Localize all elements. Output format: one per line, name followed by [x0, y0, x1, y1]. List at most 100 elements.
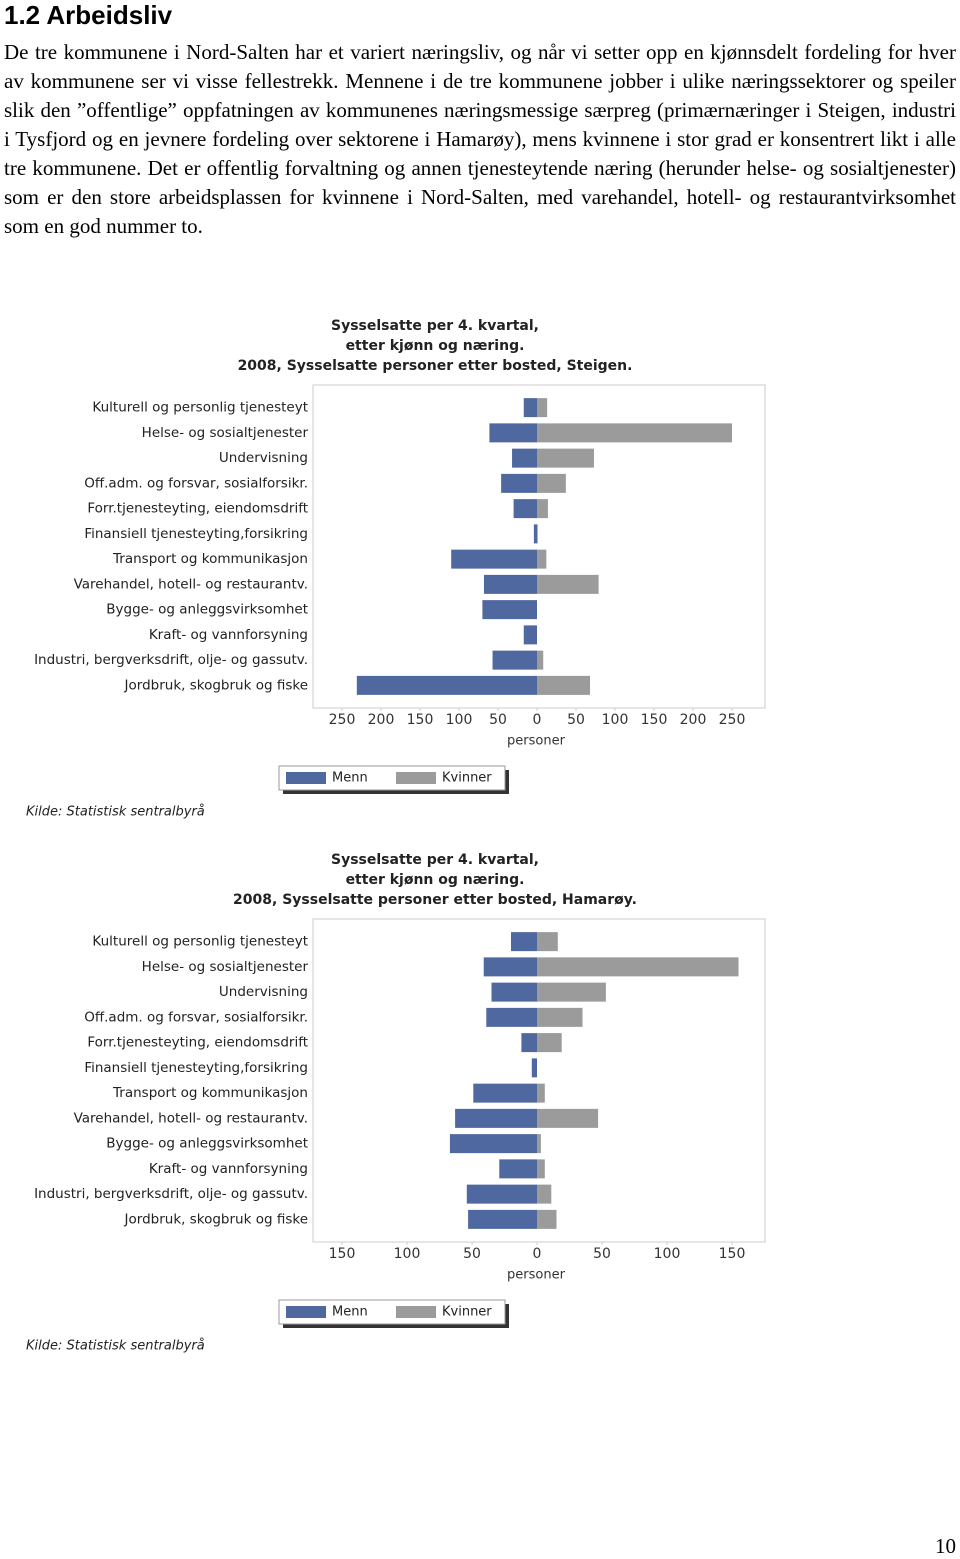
x-tick-label: 0 [533, 1246, 542, 1262]
category-label: Industri, bergverksdrift, olje- og gassu… [34, 652, 308, 668]
bar [466, 1184, 537, 1204]
x-tick-label: 150 [329, 1246, 356, 1262]
bar [521, 1033, 537, 1053]
category-label: Kraft- og vannforsyning [149, 627, 308, 643]
x-tick-label: 50 [593, 1246, 611, 1262]
category-label: Bygge- og anleggsvirksomhet [106, 602, 308, 618]
page-number: 10 [935, 1534, 956, 1558]
legend-label: Menn [332, 1305, 368, 1320]
category-label: Off.adm. og forsvar, sosialforsikr. [84, 1009, 308, 1025]
x-tick-label: 250 [329, 712, 356, 728]
bar [537, 574, 599, 594]
x-tick-label: 0 [533, 712, 542, 728]
chart: Sysselsatte per 4. kvartal, etter kjønn o… [26, 318, 766, 820]
bar [483, 574, 537, 594]
bar [523, 625, 537, 645]
bar [537, 932, 558, 952]
bar [486, 1007, 537, 1027]
x-tick-label: 100 [446, 712, 473, 728]
category-label: Undervisning [219, 984, 308, 1000]
category-label: Undervisning [219, 450, 308, 466]
category-label: Transport og kommunikasjon [112, 1085, 308, 1101]
chart-title: etter kjønn og næring. [346, 338, 525, 354]
legend-label: Kvinner [442, 771, 492, 786]
bar [537, 957, 739, 977]
x-tick-label: 200 [368, 712, 395, 728]
category-label: Finansiell tjenesteyting,forsikring [84, 1060, 308, 1076]
bar [531, 1058, 537, 1078]
bar [537, 549, 547, 569]
category-label: Helse- og sosialtjenester [142, 425, 309, 441]
x-tick-label: 100 [602, 712, 629, 728]
x-tick-label: 150 [719, 1246, 746, 1262]
bar [455, 1108, 537, 1128]
x-tick-label: 50 [489, 712, 507, 728]
bar [537, 524, 538, 544]
x-tick-label: 50 [463, 1246, 481, 1262]
chart-title: Sysselsatte per 4. kvartal, [331, 852, 539, 868]
category-label: Kulturell og personlig tjenesteyt [92, 400, 308, 416]
bar [356, 675, 537, 695]
chart-title: etter kjønn og næring. [346, 872, 525, 888]
bar [511, 932, 537, 952]
bar [512, 448, 537, 468]
bar [449, 1134, 537, 1154]
bar [473, 1083, 537, 1103]
category-label: Bygge- og anleggsvirksomhet [106, 1136, 308, 1152]
plot-area [312, 384, 766, 709]
legend-swatch [286, 772, 326, 784]
bar [499, 1159, 537, 1179]
legend-swatch [286, 1306, 326, 1318]
category-label: Jordbruk, skogbruk og fiske [124, 1211, 308, 1227]
bar [451, 549, 537, 569]
bar [537, 473, 566, 493]
bar [537, 1209, 557, 1229]
category-label: Industri, bergverksdrift, olje- og gassu… [34, 1186, 308, 1202]
x-tick-label: 50 [567, 712, 585, 728]
bar [537, 423, 732, 443]
category-label: Varehandel, hotell- og restaurantv. [74, 1110, 308, 1126]
bar [523, 398, 537, 418]
x-tick-label: 250 [719, 712, 746, 728]
chart-title: Sysselsatte per 4. kvartal, [331, 318, 539, 334]
chart: Sysselsatte per 4. kvartal, etter kjønn o… [26, 852, 766, 1354]
category-label: Kulturell og personlig tjenesteyt [92, 934, 308, 950]
category-label: Helse- og sosialtjenester [142, 959, 309, 975]
bar [537, 1108, 599, 1128]
x-tick-label: 200 [680, 712, 707, 728]
x-tick-label: 100 [654, 1246, 681, 1262]
bar [489, 423, 537, 443]
legend-swatch [396, 772, 436, 784]
plot-area [312, 918, 766, 1243]
source: Kilde: Statistisk sentralbyrå [26, 1339, 205, 1354]
bar [537, 675, 591, 695]
bar [501, 473, 537, 493]
paragraph: De tre kommunene i Nord-Salten har et va… [4, 40, 956, 238]
category-label: Forr.tjenesteyting, eiendomsdrift [87, 1035, 308, 1051]
bar [537, 1159, 545, 1179]
category-label: Varehandel, hotell- og restaurantv. [74, 576, 308, 592]
bar [492, 650, 537, 670]
bar [537, 982, 606, 1002]
bar [537, 1134, 541, 1154]
bar [537, 650, 544, 670]
heading: 1.2 Arbeidsliv [4, 0, 173, 30]
chart-title: 2008, Sysselsatte personer etter bosted,… [233, 892, 637, 908]
bar [533, 524, 537, 544]
bar [537, 1007, 583, 1027]
bar [537, 1184, 552, 1204]
x-tick-label: 150 [641, 712, 668, 728]
legend-swatch [396, 1306, 436, 1318]
bar [537, 1083, 545, 1103]
bar [537, 398, 548, 418]
x-axis-label: personer [507, 734, 566, 749]
x-axis-label: personer [507, 1268, 566, 1283]
category-label: Forr.tjenesteyting, eiendomsdrift [87, 501, 308, 517]
bar [491, 982, 537, 1002]
bar [483, 957, 537, 977]
category-label: Kraft- og vannforsyning [149, 1161, 308, 1177]
category-label: Off.adm. og forsvar, sosialforsikr. [84, 475, 308, 491]
bar [482, 600, 537, 620]
bar [537, 1033, 562, 1053]
